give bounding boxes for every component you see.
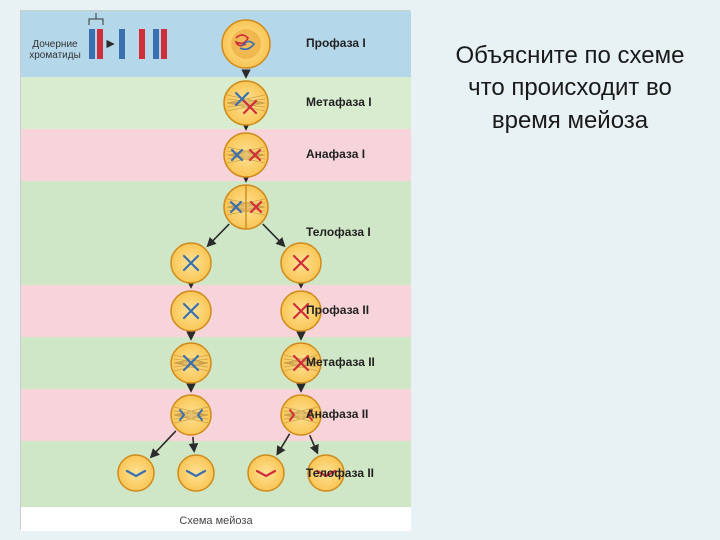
phase-label-anaphase2: Анафаза II xyxy=(306,407,368,421)
cell-a2L xyxy=(171,395,211,435)
phase-label-telophase1: Телофаза I xyxy=(306,225,371,239)
chromatid-label: Дочерние хроматиды xyxy=(25,39,85,61)
cell-p1 xyxy=(222,20,270,68)
cell-f3 xyxy=(248,455,284,491)
phase-label-metaphase2: Метафаза II xyxy=(306,355,375,369)
cell-t1 xyxy=(224,185,268,229)
phase-label-metaphase1: Метафаза I xyxy=(306,95,372,109)
phase-label-prophase1: Профаза I xyxy=(306,36,366,50)
cell-a1 xyxy=(224,133,268,177)
phase-label-telophase2: Телофаза II xyxy=(306,466,374,480)
diagram-svg xyxy=(21,11,411,531)
question-text: Объясните по схеме что происходит во вре… xyxy=(440,40,700,137)
phase-label-anaphase1: Анафаза I xyxy=(306,147,365,161)
cell-f1 xyxy=(118,455,154,491)
diagram-caption: Схема мейоза xyxy=(21,515,411,527)
phase-label-prophase2: Профаза II xyxy=(306,303,369,317)
cell-t1L xyxy=(171,243,211,283)
cell-p2L xyxy=(171,291,211,331)
meiosis-diagram: Дочерние хроматиды Схема мейоза Профаза … xyxy=(20,10,410,530)
cell-m1 xyxy=(224,81,268,125)
cell-t1R xyxy=(281,243,321,283)
cell-m2L xyxy=(171,343,211,383)
cell-f2 xyxy=(178,455,214,491)
